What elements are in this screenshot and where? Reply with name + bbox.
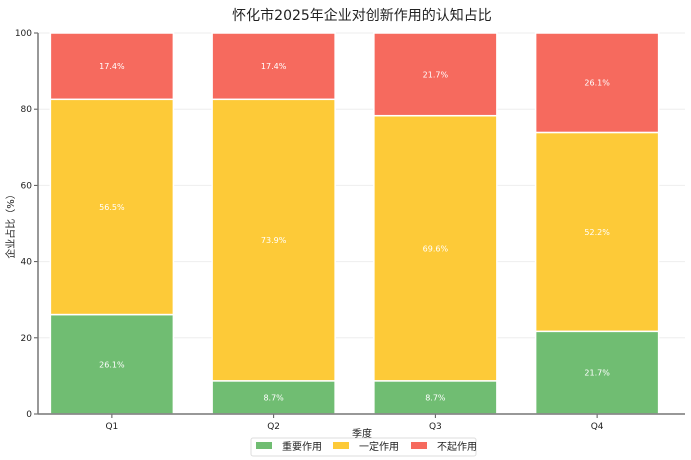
bar-segment: [49, 313, 175, 415]
y-axis-label: 企业占比（%）: [4, 189, 17, 259]
data-label: 17.4%: [99, 62, 125, 71]
data-label: 69.6%: [423, 244, 449, 253]
y-tick-label: 100: [15, 29, 32, 39]
chart-title: 怀化市2025年企业对创新作用的认知占比: [232, 7, 492, 24]
data-label: 26.1%: [99, 360, 125, 369]
bar-segment: [373, 380, 498, 415]
data-label: 56.5%: [99, 203, 125, 212]
legend-label: 不起作用: [437, 441, 477, 453]
x-tick-label: Q4: [591, 422, 604, 432]
data-label: 21.7%: [423, 70, 449, 79]
data-label: 8.7%: [425, 393, 446, 402]
x-axis-label: 季度: [352, 427, 372, 440]
bar-segment: [534, 131, 660, 333]
data-label: 17.4%: [261, 62, 287, 71]
legend-swatch: [256, 442, 272, 449]
bar-segment: [373, 114, 498, 382]
y-tick-label: 20: [21, 334, 33, 344]
y-tick-label: 0: [26, 410, 32, 420]
x-tick-label: Q3: [429, 422, 442, 432]
bar-segment: [49, 32, 175, 101]
data-label: 21.7%: [584, 369, 610, 378]
y-tick-label: 60: [21, 181, 33, 191]
bar-segment: [534, 32, 660, 134]
bar-segment: [373, 32, 498, 117]
bar-segment: [211, 98, 336, 382]
y-tick-label: 80: [21, 105, 33, 115]
x-tick-label: Q2: [267, 422, 280, 432]
y-tick-label: 40: [21, 258, 33, 268]
data-label: 73.9%: [261, 236, 287, 245]
data-label: 8.7%: [263, 393, 284, 402]
legend-label: 重要作用: [282, 440, 322, 453]
x-tick-label: Q1: [105, 422, 118, 432]
bar-segment: [534, 330, 660, 415]
legend-swatch: [333, 442, 349, 449]
data-label: 26.1%: [584, 79, 610, 88]
data-label: 52.2%: [584, 228, 610, 237]
bar-segment: [49, 98, 175, 316]
legend-label: 一定作用: [359, 440, 399, 453]
legend-swatch: [411, 442, 427, 449]
bar-segment: [211, 32, 336, 101]
